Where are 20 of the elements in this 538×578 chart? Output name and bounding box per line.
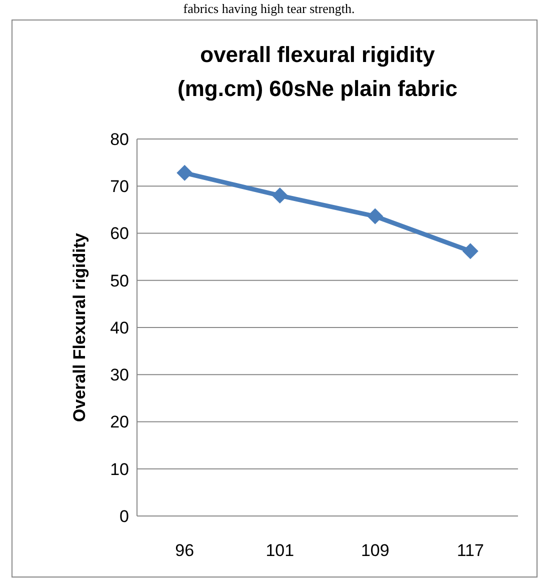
- point: [272, 188, 288, 204]
- y-tick-label: 40: [110, 318, 129, 338]
- x-tick-label: 101: [266, 541, 294, 560]
- chart-title: overall flexural rigidity (mg.cm) 60sNe plain fabric: [178, 42, 458, 101]
- x-tick-label: 96: [175, 541, 194, 560]
- x-tick-label: 109: [360, 541, 390, 560]
- y-tick-label: 10: [110, 460, 129, 479]
- y-tick-label: 30: [110, 366, 129, 385]
- y-tick-label: 20: [110, 412, 129, 432]
- y-tick-label: 80: [110, 130, 129, 149]
- y-axis-title: Overall Flexural rigidity: [70, 232, 89, 422]
- point: [176, 164, 193, 181]
- y-tick-label: 60: [110, 224, 129, 244]
- y-tick-label: 70: [110, 177, 129, 196]
- point: [462, 243, 478, 260]
- point: [367, 208, 384, 224]
- x-tick-label: 117: [456, 541, 484, 560]
- text: fabrics having high tear strength.: [183, 1, 355, 16]
- y-tick-label: 0: [120, 506, 129, 526]
- y-tick-label: 50: [110, 271, 129, 290]
